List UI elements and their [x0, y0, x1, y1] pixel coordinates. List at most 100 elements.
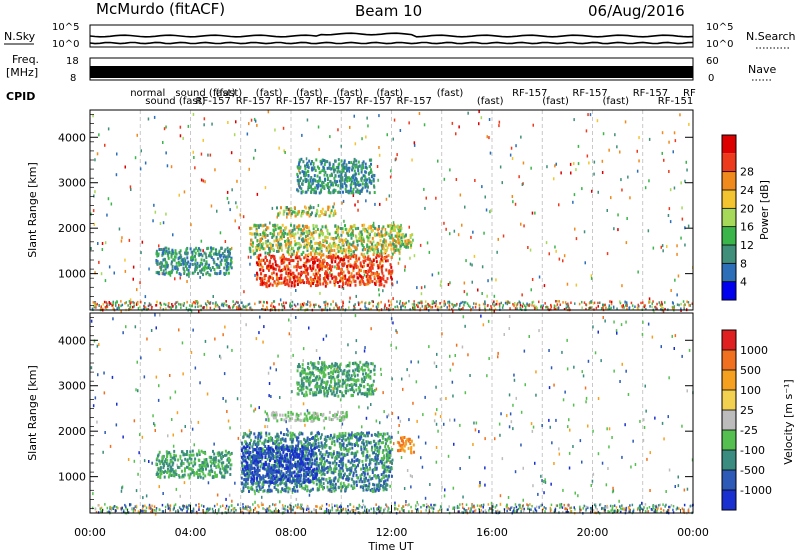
- echo-region-cell: [366, 245, 369, 249]
- scatter-echo-cell: [291, 390, 293, 394]
- near-range-echo-cell: [214, 304, 217, 308]
- echo-region-cell: [306, 278, 309, 282]
- scatter-echo-cell: [520, 410, 523, 414]
- scatter-echo-cell: [295, 497, 298, 501]
- echo-region-cell: [348, 227, 351, 231]
- near-range-echo-cell: [166, 503, 169, 506]
- scatter-echo-cell: [115, 423, 118, 427]
- echo-region-cell: [377, 232, 380, 236]
- scatter-echo-cell: [392, 297, 394, 301]
- near-range-echo-cell: [194, 302, 196, 305]
- near-range-echo-cell: [413, 303, 415, 306]
- near-range-echo-cell: [502, 304, 504, 307]
- echo-region-cell: [298, 246, 301, 250]
- echo-region-cell: [210, 246, 212, 250]
- near-range-echo-cell: [492, 505, 494, 508]
- echo-region-cell: [313, 274, 316, 278]
- echo-region-cell: [224, 255, 227, 259]
- echo-region-cell: [256, 271, 258, 275]
- scatter-echo-cell: [329, 135, 331, 139]
- echo-region-cell: [300, 157, 303, 161]
- near-range-echo-cell: [609, 504, 612, 508]
- echo-region-cell: [318, 191, 321, 195]
- echo-region-cell: [328, 205, 331, 209]
- echo-region-cell: [343, 262, 346, 266]
- echo-region-cell: [313, 280, 316, 283]
- near-range-echo-cell: [418, 301, 421, 305]
- echo-region-cell: [370, 224, 373, 228]
- echo-region-cell: [284, 206, 287, 210]
- echo-region-cell: [260, 462, 263, 466]
- echo-region-cell: [345, 243, 348, 247]
- echo-region-cell: [319, 259, 322, 263]
- scatter-echo-cell: [235, 120, 237, 124]
- near-range-echo-cell: [243, 305, 245, 309]
- scatter-echo-cell: [92, 404, 95, 408]
- near-range-echo-cell: [498, 302, 501, 306]
- scatter-echo-cell: [349, 296, 351, 300]
- scatter-echo-cell: [596, 119, 599, 123]
- echo-region-cell: [264, 241, 267, 245]
- near-range-echo-cell: [287, 505, 289, 509]
- scatter-echo-cell: [354, 203, 356, 207]
- echo-region-cell: [200, 261, 203, 265]
- echo-region-cell: [190, 255, 193, 259]
- near-range-echo-cell: [521, 505, 524, 508]
- scatter-echo-cell: [637, 270, 639, 274]
- near-range-echo-cell: [601, 506, 603, 510]
- near-range-echo-cell: [132, 300, 134, 304]
- near-range-echo-cell: [439, 302, 441, 305]
- scatter-echo-cell: [158, 384, 160, 388]
- scatter-echo-cell: [92, 114, 94, 118]
- echo-region-cell: [368, 226, 371, 230]
- echo-region-cell: [335, 252, 338, 256]
- near-range-echo-cell: [95, 304, 97, 307]
- near-range-echo-cell: [245, 505, 247, 508]
- scatter-echo-cell: [573, 193, 576, 197]
- echo-region-cell: [337, 174, 340, 178]
- near-range-echo-cell: [93, 303, 96, 307]
- echo-region-cell: [370, 230, 373, 233]
- echo-region-cell: [391, 252, 394, 256]
- near-range-echo-cell: [127, 304, 129, 307]
- echo-region-cell: [393, 239, 396, 242]
- echo-region-cell: [283, 255, 285, 259]
- scatter-echo-cell: [428, 345, 430, 349]
- scatter-echo-cell: [120, 239, 123, 243]
- near-range-echo-cell: [656, 510, 658, 513]
- near-range-echo-cell: [193, 301, 195, 304]
- echo-region-cell: [341, 279, 344, 283]
- near-range-echo-cell: [259, 300, 262, 304]
- echo-region-cell: [308, 242, 310, 246]
- echo-region-cell: [293, 265, 296, 269]
- echo-region-cell: [298, 236, 301, 240]
- scatter-echo-cell: [435, 460, 438, 464]
- near-range-echo-cell: [283, 304, 285, 308]
- echo-region-cell: [312, 227, 315, 231]
- echo-region-cell: [361, 188, 364, 192]
- echo-region-cell: [307, 179, 310, 183]
- near-range-echo-cell: [416, 508, 419, 511]
- scatter-echo-cell: [490, 501, 493, 505]
- echo-region-cell: [320, 188, 323, 192]
- near-range-echo-cell: [310, 510, 313, 514]
- echo-region-cell: [352, 268, 355, 272]
- echo-region-cell: [317, 247, 320, 251]
- echo-region-cell: [379, 484, 382, 487]
- scatter-echo-cell: [372, 221, 375, 225]
- scatter-echo-cell: [355, 339, 358, 343]
- echo-region-cell: [315, 478, 318, 482]
- echo-region-cell: [199, 269, 202, 273]
- near-range-echo-cell: [117, 306, 120, 309]
- near-range-echo-cell: [102, 307, 104, 311]
- echo-region-cell: [349, 189, 352, 193]
- scatter-echo-cell: [627, 175, 629, 179]
- near-range-echo-cell: [145, 306, 147, 309]
- scatter-echo-cell: [258, 331, 260, 335]
- near-range-echo-cell: [242, 506, 244, 509]
- near-range-echo-cell: [186, 506, 188, 509]
- scatter-echo-cell: [419, 243, 422, 247]
- scatter-echo-cell: [434, 412, 437, 416]
- scatter-echo-cell: [592, 429, 594, 433]
- echo-region-cell: [368, 180, 371, 184]
